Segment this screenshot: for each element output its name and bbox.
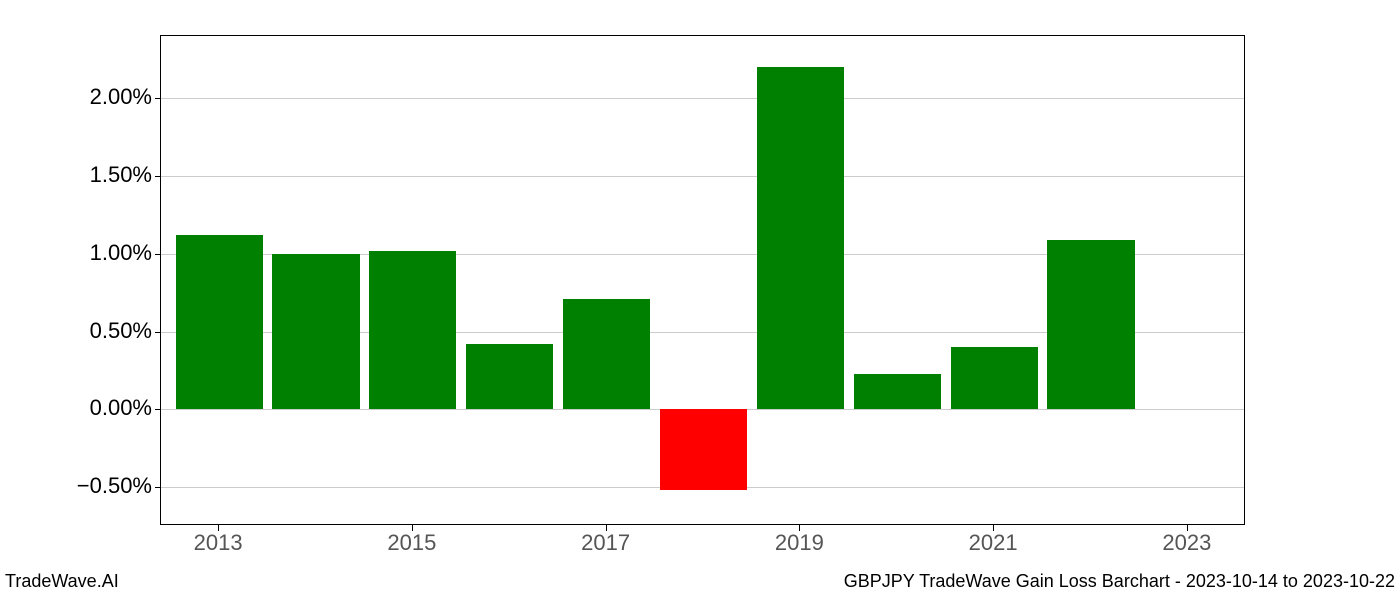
bar bbox=[854, 374, 941, 410]
x-tick-label: 2023 bbox=[1162, 530, 1211, 556]
bar bbox=[272, 254, 359, 410]
y-tick-label: 1.00% bbox=[90, 240, 152, 266]
grid-line bbox=[161, 98, 1244, 99]
bar bbox=[563, 299, 650, 409]
grid-line bbox=[161, 176, 1244, 177]
bar bbox=[951, 347, 1038, 409]
x-tick-label: 2013 bbox=[194, 530, 243, 556]
y-tick-mark bbox=[155, 254, 161, 255]
x-tick-mark bbox=[412, 525, 413, 531]
y-tick-label: 0.00% bbox=[90, 395, 152, 421]
y-tick-label: 0.50% bbox=[90, 318, 152, 344]
x-tick-label: 2019 bbox=[775, 530, 824, 556]
bar bbox=[176, 235, 263, 409]
bar bbox=[660, 409, 747, 490]
y-tick-mark bbox=[155, 409, 161, 410]
y-tick-label: 1.50% bbox=[90, 162, 152, 188]
y-tick-label: −0.50% bbox=[77, 473, 152, 499]
y-tick-mark bbox=[155, 98, 161, 99]
x-tick-mark bbox=[606, 525, 607, 531]
x-tick-label: 2017 bbox=[581, 530, 630, 556]
x-tick-mark bbox=[993, 525, 994, 531]
x-tick-mark bbox=[218, 525, 219, 531]
bar bbox=[466, 344, 553, 409]
x-tick-mark bbox=[1187, 525, 1188, 531]
x-tick-label: 2015 bbox=[387, 530, 436, 556]
bar bbox=[369, 251, 456, 410]
y-tick-mark bbox=[155, 332, 161, 333]
x-tick-mark bbox=[799, 525, 800, 531]
x-tick-label: 2021 bbox=[969, 530, 1018, 556]
y-tick-mark bbox=[155, 176, 161, 177]
chart-container: TradeWave.AI GBPJPY TradeWave Gain Loss … bbox=[0, 0, 1400, 600]
y-tick-label: 2.00% bbox=[90, 84, 152, 110]
plot-area bbox=[160, 35, 1245, 525]
y-tick-mark bbox=[155, 487, 161, 488]
bar bbox=[757, 67, 844, 409]
bar bbox=[1047, 240, 1134, 410]
footer-right-text: GBPJPY TradeWave Gain Loss Barchart - 20… bbox=[844, 571, 1395, 592]
footer-left-text: TradeWave.AI bbox=[5, 571, 119, 592]
